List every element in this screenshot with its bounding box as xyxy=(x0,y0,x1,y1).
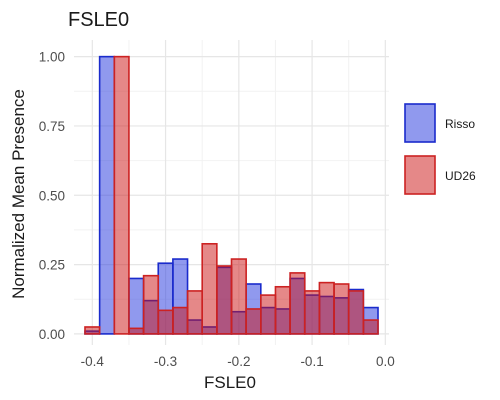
bar-ud26 xyxy=(201,242,218,335)
x-tick-label: -0.2 xyxy=(227,354,250,369)
bar-risso xyxy=(128,277,145,335)
bar-ud26 xyxy=(113,55,130,335)
bar-ud26 xyxy=(216,265,233,335)
legend-key-risso xyxy=(404,103,436,143)
chart-title: FSLE0 xyxy=(68,9,129,31)
x-axis-ticks: -0.4 -0.3 -0.2 -0.1 0.0 xyxy=(81,354,395,369)
y-tick-label: 0.00 xyxy=(39,327,65,342)
bar-ud26 xyxy=(230,258,247,335)
bar-ud26 xyxy=(289,272,306,335)
bar-ud26 xyxy=(303,290,321,335)
bar-ud26 xyxy=(142,274,160,335)
bar-ud26 xyxy=(333,283,350,335)
bar-ud26 xyxy=(128,327,145,335)
y-axis-ticks: 0.00 0.25 0.50 0.75 1.00 xyxy=(39,50,65,342)
bar-ud26 xyxy=(260,294,277,335)
legend-label-risso: Risso xyxy=(445,117,475,131)
bars-layer xyxy=(84,55,379,335)
x-tick-label: -0.3 xyxy=(154,354,177,369)
bar-ud26 xyxy=(347,290,365,335)
y-tick-label: 0.50 xyxy=(39,188,65,203)
bar-ud26 xyxy=(157,309,174,335)
legend: Risso UD26 xyxy=(404,103,476,195)
bar-ud26 xyxy=(318,281,335,335)
x-tick-label: 0.0 xyxy=(376,354,395,369)
x-axis-label: FSLE0 xyxy=(204,373,256,392)
bar-ud26 xyxy=(362,319,379,335)
y-tick-label: 0.75 xyxy=(39,119,65,134)
legend-label-ud26: UD26 xyxy=(445,169,476,183)
bar-ud26 xyxy=(186,290,203,335)
bar-ud26 xyxy=(84,326,101,335)
x-tick-label: -0.4 xyxy=(81,354,105,369)
y-tick-label: 0.25 xyxy=(39,258,65,273)
bar-ud26 xyxy=(172,306,189,335)
bar-ud26 xyxy=(274,285,291,335)
bar-risso xyxy=(98,55,116,335)
bar-ud26 xyxy=(245,308,262,335)
y-axis-label: Normalized Mean Presence xyxy=(9,89,28,299)
legend-key-ud26 xyxy=(404,155,436,195)
x-tick-label: -0.1 xyxy=(300,354,323,369)
y-tick-label: 1.00 xyxy=(39,50,65,65)
